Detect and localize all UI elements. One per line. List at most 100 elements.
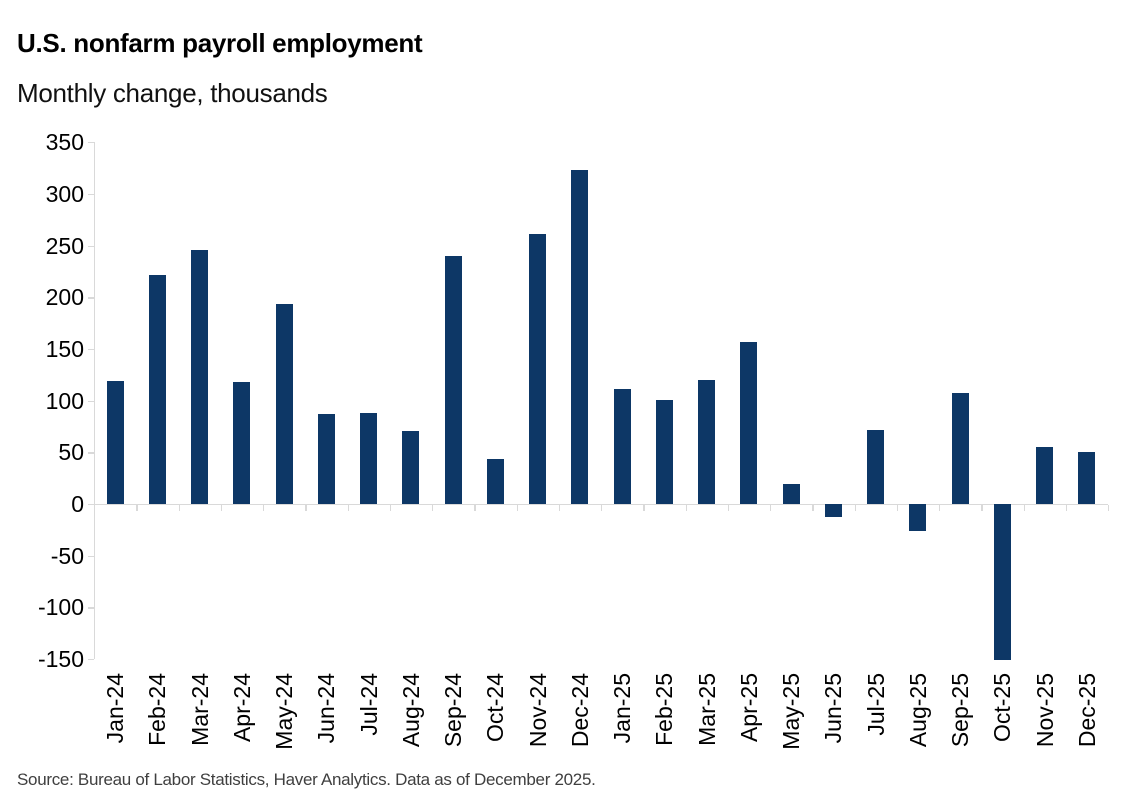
x-tick xyxy=(1065,505,1068,511)
y-axis-label: 250 xyxy=(45,232,84,259)
y-tick xyxy=(88,555,94,557)
x-tick xyxy=(896,505,899,511)
x-axis-label: Sep-25 xyxy=(947,673,974,748)
source-note: Source: Bureau of Labor Statistics, Have… xyxy=(17,770,596,789)
bar xyxy=(106,380,124,504)
y-axis-line xyxy=(94,142,96,660)
x-tick xyxy=(94,505,96,511)
x-tick xyxy=(558,505,561,511)
x-axis-label: Nov-25 xyxy=(1031,673,1058,748)
x-tick xyxy=(939,505,941,511)
x-tick xyxy=(516,505,518,511)
x-tick xyxy=(812,505,814,511)
x-tick xyxy=(770,505,772,511)
bar xyxy=(191,249,209,504)
page-title: U.S. nonfarm payroll employment xyxy=(17,28,423,58)
y-tick xyxy=(88,297,94,299)
bar xyxy=(613,389,631,504)
x-axis-label: Jul-25 xyxy=(862,673,889,736)
y-axis-label: 50 xyxy=(58,439,84,466)
y-tick xyxy=(88,659,94,661)
bar xyxy=(993,504,1011,661)
x-axis-label: Dec-24 xyxy=(566,673,593,748)
y-axis-label: -100 xyxy=(37,594,84,621)
x-axis-label: Jul-24 xyxy=(355,673,382,736)
y-tick xyxy=(88,193,94,196)
x-axis-label: Jan-24 xyxy=(102,673,129,744)
bar xyxy=(360,413,378,504)
y-tick xyxy=(88,452,94,454)
y-tick xyxy=(88,348,94,351)
bar xyxy=(867,429,885,504)
bar xyxy=(486,458,504,504)
x-axis-label: Jun-24 xyxy=(313,673,340,744)
zero-baseline xyxy=(94,503,1108,505)
x-tick xyxy=(136,505,138,511)
bar xyxy=(317,414,335,504)
x-tick xyxy=(474,505,476,511)
x-axis-label: Aug-24 xyxy=(397,673,424,748)
x-tick xyxy=(601,505,603,511)
bar xyxy=(655,399,673,504)
bar xyxy=(444,255,462,504)
x-axis-label: Apr-25 xyxy=(735,673,762,743)
x-axis-label: Mar-24 xyxy=(186,673,213,746)
bar xyxy=(571,170,589,504)
y-axis-label: -50 xyxy=(50,542,84,569)
x-axis-label: Feb-25 xyxy=(651,673,678,746)
y-axis-label: 100 xyxy=(45,387,84,414)
x-tick xyxy=(1023,505,1025,511)
x-tick xyxy=(347,505,349,511)
x-axis-label: Dec-25 xyxy=(1073,673,1100,748)
bar xyxy=(782,484,800,504)
bar xyxy=(402,430,420,504)
y-axis-label: 350 xyxy=(45,129,84,156)
y-tick xyxy=(88,504,94,506)
y-tick xyxy=(88,142,94,144)
x-tick xyxy=(727,505,730,511)
y-tick xyxy=(88,607,94,609)
y-tick xyxy=(88,400,94,402)
x-axis-label: May-24 xyxy=(271,673,298,750)
x-axis-label: Feb-24 xyxy=(144,673,171,746)
x-tick xyxy=(854,505,856,511)
y-axis-label: 0 xyxy=(71,491,84,517)
x-tick xyxy=(1108,505,1110,511)
bar xyxy=(1036,447,1054,504)
x-tick xyxy=(389,505,392,511)
x-axis-label: Aug-25 xyxy=(904,673,931,748)
x-tick xyxy=(685,505,687,511)
x-axis-label: Sep-24 xyxy=(440,673,467,748)
x-axis-label: May-25 xyxy=(778,673,805,750)
y-tick xyxy=(88,245,94,247)
bar xyxy=(824,504,842,518)
x-tick xyxy=(263,505,265,511)
bar xyxy=(698,379,716,504)
chart-subtitle: Monthly change, thousands xyxy=(17,78,328,108)
y-axis-label: -150 xyxy=(37,646,84,673)
x-tick xyxy=(220,505,223,511)
y-axis-label: 300 xyxy=(45,180,84,207)
x-axis-label: Oct-25 xyxy=(989,673,1016,743)
x-tick xyxy=(981,505,983,511)
x-axis-label: Oct-24 xyxy=(482,673,509,743)
y-axis-label: 150 xyxy=(45,335,84,362)
bar xyxy=(148,274,166,504)
x-axis-label: Jun-25 xyxy=(820,673,847,744)
bar xyxy=(529,234,547,504)
x-axis-label: Apr-24 xyxy=(228,673,255,743)
x-axis-label: Jan-25 xyxy=(609,673,636,744)
y-axis-label: 200 xyxy=(45,284,84,311)
x-tick xyxy=(643,505,645,511)
bar xyxy=(275,304,293,504)
bar xyxy=(1078,452,1096,504)
x-tick xyxy=(305,505,307,511)
x-axis-label: Mar-25 xyxy=(693,673,720,746)
bar xyxy=(233,382,251,504)
x-tick xyxy=(178,505,180,511)
x-tick xyxy=(432,505,434,511)
bar xyxy=(740,341,758,504)
bar xyxy=(909,504,927,531)
bar xyxy=(951,393,969,504)
